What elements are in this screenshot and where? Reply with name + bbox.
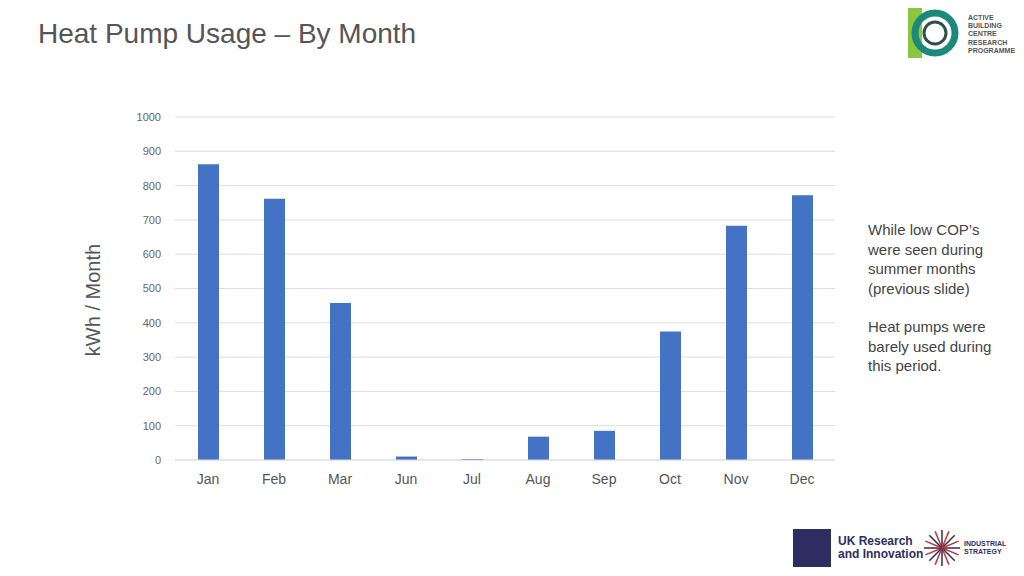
html-text:BUILDING: BUILDING bbox=[968, 22, 1002, 30]
svg-text:700: 700 bbox=[143, 214, 161, 226]
svg-text:Sep: Sep bbox=[592, 471, 617, 487]
svg-text:Oct: Oct bbox=[659, 471, 681, 487]
svg-text:100: 100 bbox=[143, 420, 161, 432]
svg-text:Aug: Aug bbox=[526, 471, 551, 487]
svg-text:0: 0 bbox=[155, 454, 161, 466]
html-text:CENTRE: CENTRE bbox=[968, 30, 997, 38]
svg-text:600: 600 bbox=[143, 248, 161, 260]
svg-text:Jan: Jan bbox=[197, 471, 220, 487]
html-text:Heat Pump Usage – By Month: Heat Pump Usage – By Month bbox=[38, 18, 417, 49]
svg-text:Feb: Feb bbox=[262, 471, 286, 487]
svg-text:200: 200 bbox=[143, 385, 161, 397]
svg-text:900: 900 bbox=[143, 145, 161, 157]
svg-text:800: 800 bbox=[143, 180, 161, 192]
svg-text:400: 400 bbox=[143, 317, 161, 329]
html-text:PROGRAMME: PROGRAMME bbox=[968, 46, 1016, 54]
html-text:RESEARCH: RESEARCH bbox=[968, 38, 1008, 46]
html-text:UK Research and Innovation: UK Research and Innovation bbox=[838, 534, 924, 561]
svg-text:Mar: Mar bbox=[328, 471, 352, 487]
html-text:While low COP’s were seen duri: While low COP’s were seen during summer … bbox=[868, 221, 984, 297]
svg-text:Nov: Nov bbox=[724, 471, 749, 487]
svg-text:Dec: Dec bbox=[790, 471, 815, 487]
html-text:Heat pumps were barely used du: Heat pumps were barely used during this … bbox=[868, 318, 992, 374]
svg-text:Jun: Jun bbox=[395, 471, 418, 487]
svg-text:Jul: Jul bbox=[463, 471, 481, 487]
svg-text:500: 500 bbox=[143, 282, 161, 294]
svg-text:300: 300 bbox=[143, 351, 161, 363]
html-text:INDUSTRIAL STRATEGY: INDUSTRIAL STRATEGY bbox=[964, 540, 1007, 555]
svg-text:1000: 1000 bbox=[137, 111, 161, 123]
html-text:ACTIVE: ACTIVE bbox=[968, 14, 994, 21]
html-text:kWh / Month: kWh / Month bbox=[81, 243, 104, 357]
